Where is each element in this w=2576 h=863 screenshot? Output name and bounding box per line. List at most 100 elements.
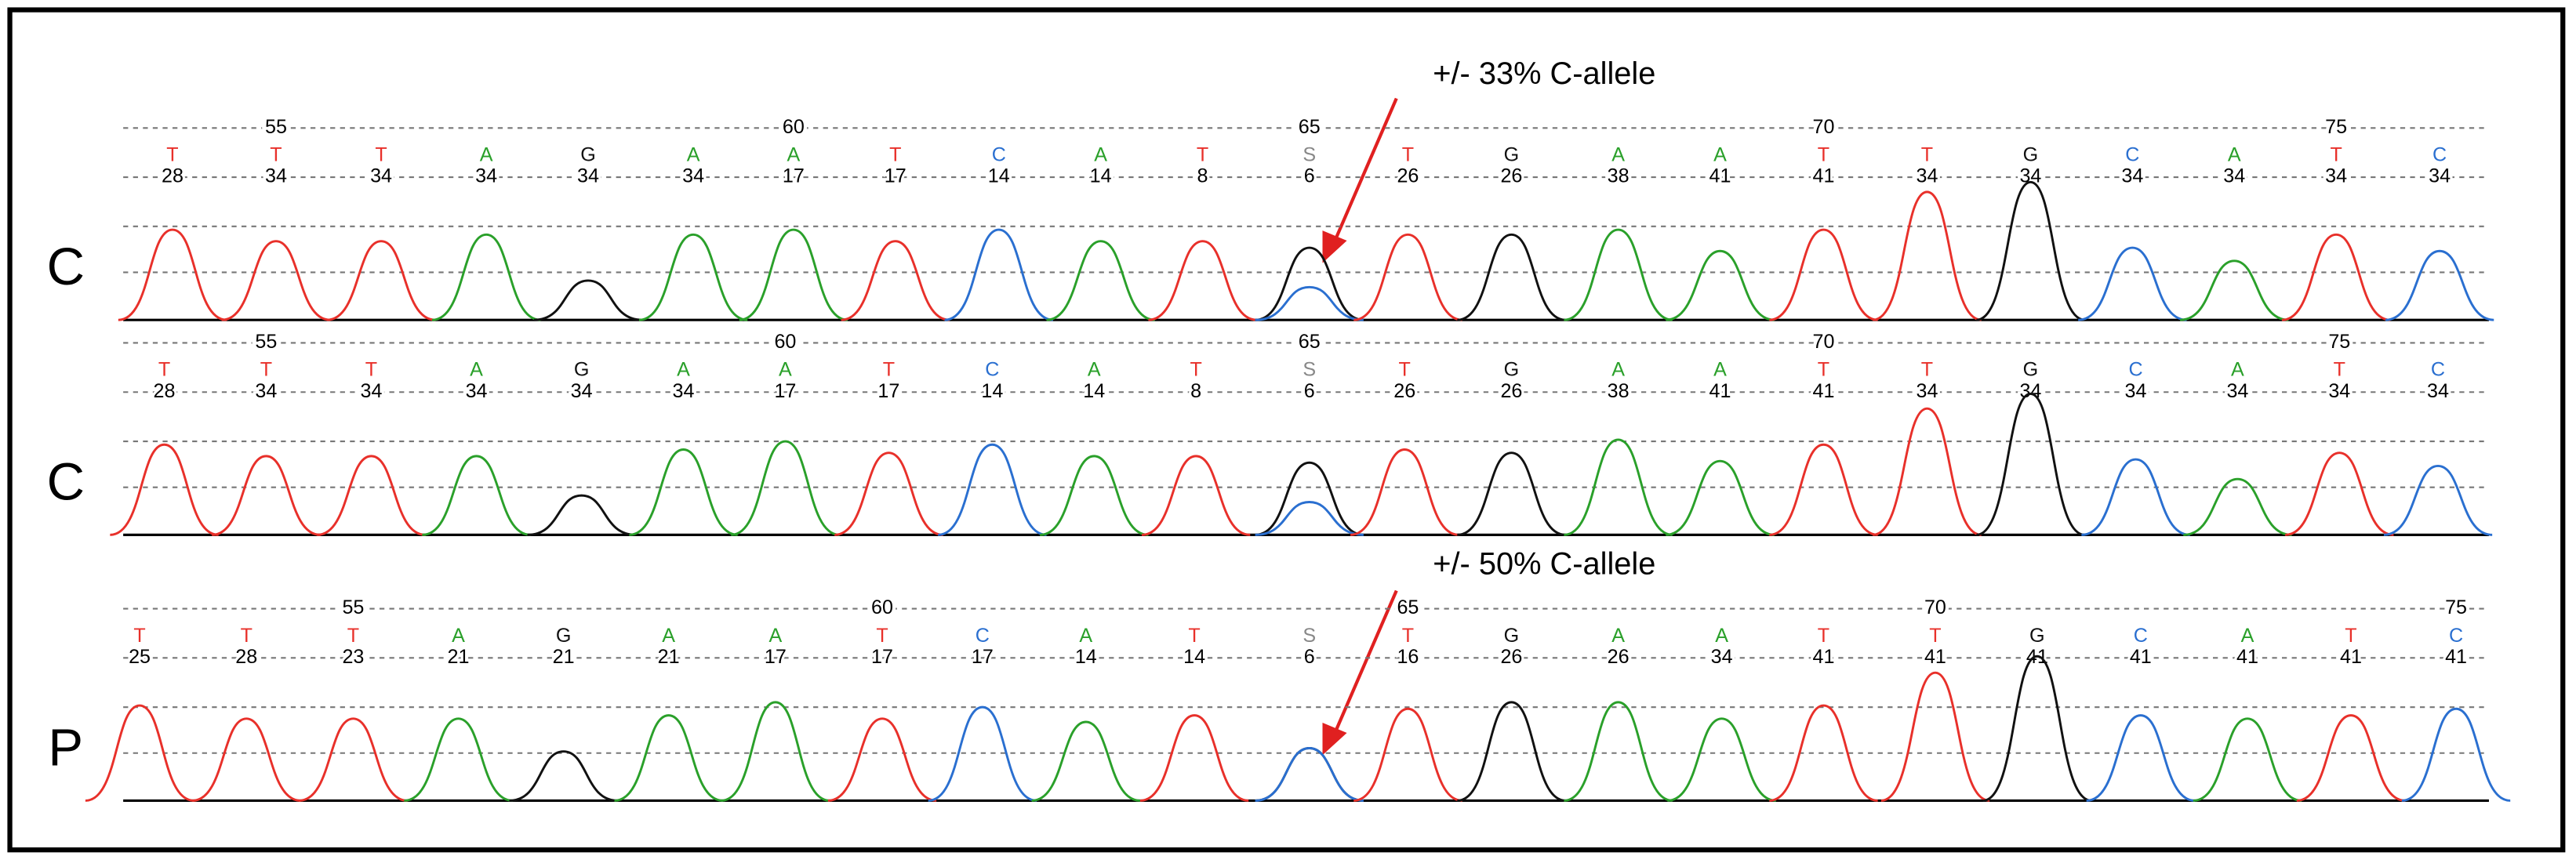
- trace-peak: [2401, 707, 2511, 802]
- trace-peak: [85, 704, 194, 802]
- trace-peak: [404, 717, 513, 802]
- position-label: 75: [2325, 116, 2347, 138]
- quality-score: 23: [342, 646, 364, 668]
- quality-score: 8: [1197, 165, 1208, 187]
- quality-score: 34: [2325, 165, 2347, 187]
- quality-score: 14: [1183, 646, 1205, 668]
- trace-peak: [212, 455, 321, 536]
- base-call: T: [1921, 359, 1933, 381]
- base-call: A: [452, 625, 465, 647]
- base-call: T: [1921, 143, 1933, 165]
- trace-peak: [638, 233, 748, 321]
- quality-score: 26: [1608, 646, 1630, 668]
- base-call: T: [1190, 359, 1202, 381]
- quality-score: 14: [988, 165, 1010, 187]
- base-call: C: [2432, 143, 2447, 165]
- quality-score: 17: [765, 646, 787, 668]
- trace-peak: [2081, 458, 2190, 536]
- quality-score: 34: [673, 380, 695, 402]
- trace-peak: [110, 443, 219, 536]
- quality-score: 41: [1813, 380, 1835, 402]
- trace-peak: [944, 228, 1054, 321]
- position-label: 65: [1299, 331, 1321, 353]
- quality-score: 34: [361, 380, 383, 402]
- quality-score: 6: [1304, 646, 1315, 668]
- trace-peak: [1046, 240, 1155, 321]
- quality-score: 28: [235, 646, 257, 668]
- base-call: T: [1197, 143, 1208, 165]
- trace-peak: [527, 494, 636, 536]
- base-call: T: [365, 359, 377, 381]
- trace-peak: [533, 279, 643, 321]
- trace-peak: [1666, 249, 1775, 321]
- base-call: A: [1079, 625, 1092, 647]
- trace-peak: [1976, 392, 2085, 536]
- trace-peak: [1040, 455, 1149, 536]
- quality-score: 41: [1709, 165, 1731, 187]
- trace-peak: [1982, 655, 2092, 802]
- trace-peak: [1880, 671, 1990, 802]
- base-call: A: [480, 143, 493, 165]
- base-call: T: [1818, 359, 1829, 381]
- position-label: 55: [265, 116, 287, 138]
- trace-peak: [1255, 747, 1364, 802]
- trace-peak: [1976, 180, 2085, 321]
- trace-peak: [221, 240, 331, 321]
- quality-score: 34: [2019, 165, 2041, 187]
- trace-peak: [422, 455, 531, 536]
- base-call: S: [1303, 625, 1316, 647]
- trace-peak: [1353, 707, 1462, 802]
- trace-peak: [2086, 714, 2196, 802]
- trace-peak: [928, 705, 1037, 802]
- quality-score: 17: [871, 646, 893, 668]
- base-call: A: [1088, 359, 1101, 381]
- base-call: T: [1399, 359, 1411, 381]
- quality-score: 41: [2445, 646, 2467, 668]
- position-label: 70: [1924, 596, 1946, 618]
- base-call: A: [2241, 625, 2254, 647]
- trace-peak: [827, 717, 937, 802]
- trace-peak: [1255, 246, 1364, 321]
- quality-score: 26: [1393, 380, 1415, 402]
- trace-peak: [2193, 717, 2302, 802]
- base-call: A: [662, 625, 675, 647]
- trace-peak: [2078, 246, 2187, 321]
- trace-peak: [118, 228, 227, 321]
- base-call: T: [883, 359, 895, 381]
- quality-score: 26: [1500, 646, 1522, 668]
- trace-peak: [1769, 228, 1878, 321]
- base-call: T: [166, 143, 178, 165]
- base-call: T: [1402, 143, 1414, 165]
- quality-score: 34: [682, 165, 704, 187]
- trace-peak: [1457, 233, 1566, 321]
- position-label: 70: [1813, 116, 1835, 138]
- base-call: T: [158, 359, 170, 381]
- quality-score: 41: [2340, 646, 2362, 668]
- trace-peak: [629, 448, 738, 536]
- base-call: T: [2345, 625, 2356, 647]
- trace-peak: [2183, 477, 2292, 536]
- quality-score: 34: [2226, 380, 2248, 402]
- base-call: A: [677, 359, 690, 381]
- quality-score: 34: [1916, 380, 1938, 402]
- quality-score: 14: [1075, 646, 1097, 668]
- trace-peak: [2385, 249, 2494, 321]
- base-call: C: [2128, 359, 2142, 381]
- position-label: 65: [1397, 596, 1419, 618]
- quality-score: 34: [370, 165, 392, 187]
- base-call: T: [2330, 143, 2342, 165]
- quality-score: 34: [1916, 165, 1938, 187]
- trace-peak: [1873, 407, 1982, 536]
- base-call: C: [985, 359, 999, 381]
- quality-score: 26: [1500, 165, 1522, 187]
- base-call: G: [1504, 625, 1520, 647]
- trace-peak: [614, 714, 723, 802]
- base-call: T: [1402, 625, 1414, 647]
- quality-score: 16: [1397, 646, 1419, 668]
- trace-peak: [509, 750, 618, 802]
- trace-peak: [1666, 459, 1775, 536]
- quality-score: 41: [1813, 646, 1835, 668]
- base-call: A: [2231, 359, 2244, 381]
- base-call: C: [2449, 625, 2463, 647]
